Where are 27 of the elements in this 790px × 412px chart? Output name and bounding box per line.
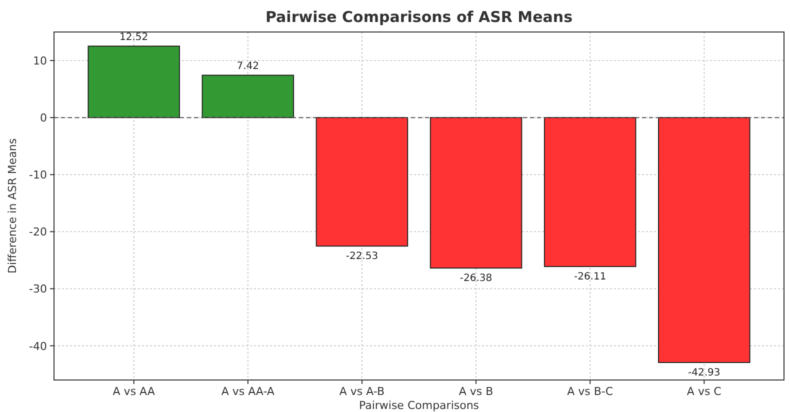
x-tick-label: A vs A-B: [339, 385, 385, 398]
chart-title: Pairwise Comparisons of ASR Means: [265, 8, 573, 26]
bar: [430, 117, 522, 269]
y-tick-label: -40: [29, 340, 47, 353]
x-tick-label: A vs AA-A: [221, 385, 275, 398]
x-tick-label: A vs B: [458, 385, 494, 398]
bar: [544, 117, 636, 268]
y-tick-label: -20: [29, 226, 47, 239]
y-tick-label: -30: [29, 282, 47, 296]
y-tick-label: 10: [33, 54, 47, 68]
data-label: -26.38: [460, 273, 492, 284]
x-tick-label: A vs B-C: [567, 385, 614, 398]
x-axis-title: Pairwise Comparisons: [358, 399, 480, 412]
data-label: 12.52: [120, 32, 148, 44]
bar: [316, 117, 408, 247]
bar: [658, 117, 750, 363]
x-tick-label: A vs C: [686, 385, 722, 398]
bar: [88, 46, 180, 118]
bar: [202, 74, 294, 118]
data-label: -42.93: [688, 367, 720, 378]
data-label: -22.53: [346, 251, 378, 262]
data-label: 7.42: [236, 61, 260, 72]
y-tick-label: 0: [40, 112, 47, 125]
y-tick-label: -10: [29, 168, 47, 182]
y-axis-title: Difference in ASR Means: [6, 138, 19, 274]
x-tick-label: A vs AA: [112, 385, 156, 398]
data-label: -26.11: [574, 272, 606, 283]
